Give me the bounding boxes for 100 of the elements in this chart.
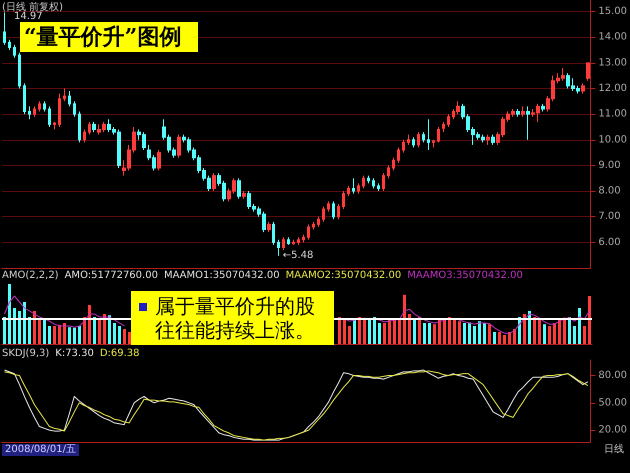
candlestick [486, 134, 490, 146]
bar [388, 320, 391, 344]
bar [353, 318, 356, 344]
bar [118, 326, 121, 344]
bar [433, 324, 436, 344]
candlestick [88, 121, 91, 136]
bar [73, 328, 76, 344]
text: 日线 [604, 444, 624, 456]
bar [393, 318, 396, 344]
bar [338, 317, 341, 344]
bar [398, 320, 401, 344]
bar [503, 335, 506, 344]
bar [418, 317, 421, 344]
candlestick [347, 185, 350, 197]
bar [123, 329, 126, 344]
bar [58, 324, 61, 344]
bar [358, 317, 361, 344]
text: D:69.38 [100, 348, 140, 359]
bar [458, 321, 461, 344]
candlestick [407, 134, 410, 146]
bar [38, 320, 41, 344]
candlestick [491, 134, 495, 146]
bar [363, 318, 366, 344]
bar [538, 320, 541, 344]
candlestick [541, 103, 545, 112]
candlestick [317, 216, 320, 228]
bar [468, 322, 471, 344]
candlestick [277, 239, 280, 256]
text: AMO:51772760.00 [64, 270, 158, 281]
y-tick-label: 10.00 [598, 134, 628, 146]
text: MAAMO3:35070432.00 [407, 270, 523, 281]
bar [548, 326, 551, 344]
candlestick [307, 224, 310, 240]
candlestick [3, 12, 6, 46]
bar [498, 332, 501, 344]
candlestick [237, 178, 241, 200]
candlestick [447, 114, 450, 128]
candlestick [581, 82, 585, 94]
bar [488, 324, 491, 344]
candlestick [242, 190, 246, 200]
candlestick [267, 221, 271, 233]
bar [98, 320, 101, 344]
candlestick [521, 106, 525, 118]
bar [348, 326, 351, 344]
candlestick [78, 111, 81, 143]
bar [463, 323, 466, 344]
bar [513, 329, 516, 344]
bar [413, 320, 416, 344]
candlestick [402, 139, 405, 154]
candlestick [322, 206, 325, 222]
bar [568, 317, 571, 344]
candlestick [516, 108, 520, 118]
legend-title: AMO(2,2,2) [2, 270, 59, 281]
bar [553, 323, 556, 344]
candlestick [367, 175, 370, 184]
legend-title: SKDJ(9,3) [2, 348, 50, 359]
candlestick [312, 221, 315, 230]
candlestick [18, 52, 21, 89]
candlestick [327, 200, 330, 212]
candlestick [48, 106, 51, 128]
bar [63, 323, 66, 344]
y-tick-label: 8.00 [598, 186, 621, 197]
candlestick [83, 129, 86, 143]
bar [408, 314, 411, 344]
y-tick-label: 11.00 [598, 108, 628, 120]
candlestick [157, 150, 161, 172]
candlestick [272, 221, 275, 246]
candlestick [38, 100, 41, 112]
candlestick [177, 134, 181, 158]
bar [48, 326, 51, 344]
candlestick [392, 157, 395, 172]
bar [373, 317, 376, 344]
bar [343, 318, 346, 344]
candlestick [68, 90, 71, 107]
candlestick [427, 118, 430, 151]
text: 2008/08/01/五 [2, 444, 80, 456]
bar [588, 296, 591, 344]
bar [43, 318, 46, 344]
candlestick [33, 106, 36, 118]
candlestick [526, 106, 530, 140]
bar [53, 326, 56, 344]
candlestick [357, 182, 360, 194]
bar [543, 324, 546, 344]
y-tick-label: 80.00 [598, 370, 628, 381]
bar [558, 318, 561, 344]
candlestick [297, 236, 300, 246]
text: MAAMO1:35070432.00 [164, 270, 280, 281]
bar [473, 326, 476, 344]
candlestick [372, 178, 375, 189]
candlestick [58, 93, 61, 128]
bar [523, 314, 526, 344]
bar [533, 317, 536, 344]
bar [8, 284, 11, 344]
bar [23, 302, 26, 344]
candlestick [417, 132, 420, 148]
y-tick-label: 13.00 [598, 57, 628, 68]
text: K:73.30 [55, 348, 94, 359]
bar [448, 317, 451, 344]
candlestick [397, 146, 400, 164]
candlestick [13, 44, 16, 58]
